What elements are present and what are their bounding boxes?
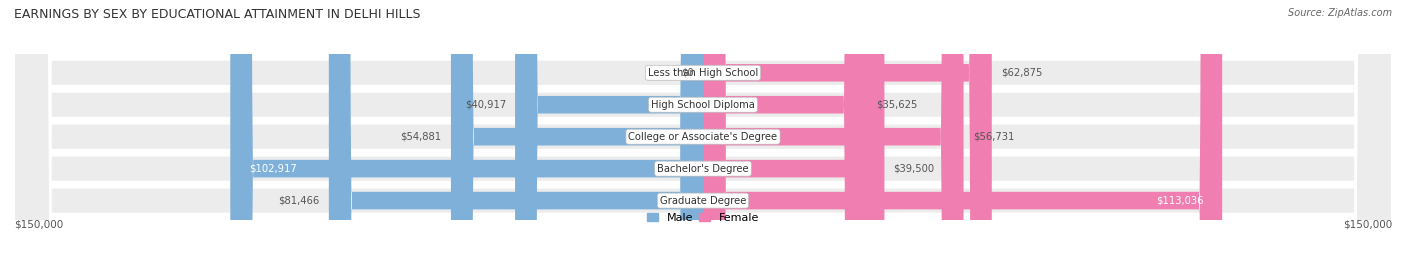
Text: $40,917: $40,917: [464, 100, 506, 110]
Text: Source: ZipAtlas.com: Source: ZipAtlas.com: [1288, 8, 1392, 18]
FancyBboxPatch shape: [703, 0, 991, 268]
Text: $62,875: $62,875: [1001, 68, 1042, 78]
FancyBboxPatch shape: [14, 0, 1392, 268]
Text: Bachelor's Degree: Bachelor's Degree: [657, 164, 749, 174]
Text: $150,000: $150,000: [14, 220, 63, 230]
Text: $0: $0: [681, 68, 693, 78]
FancyBboxPatch shape: [703, 0, 1222, 268]
FancyBboxPatch shape: [14, 0, 1392, 268]
Text: Graduate Degree: Graduate Degree: [659, 196, 747, 206]
FancyBboxPatch shape: [703, 0, 884, 268]
FancyBboxPatch shape: [515, 0, 703, 268]
Text: College or Associate's Degree: College or Associate's Degree: [628, 132, 778, 142]
FancyBboxPatch shape: [231, 0, 703, 268]
Text: High School Diploma: High School Diploma: [651, 100, 755, 110]
Text: EARNINGS BY SEX BY EDUCATIONAL ATTAINMENT IN DELHI HILLS: EARNINGS BY SEX BY EDUCATIONAL ATTAINMEN…: [14, 8, 420, 21]
FancyBboxPatch shape: [14, 0, 1392, 268]
Text: $56,731: $56,731: [973, 132, 1014, 142]
Legend: Male, Female: Male, Female: [643, 209, 763, 228]
Text: Less than High School: Less than High School: [648, 68, 758, 78]
Text: $150,000: $150,000: [1343, 220, 1392, 230]
Text: $102,917: $102,917: [249, 164, 297, 174]
Text: $113,036: $113,036: [1156, 196, 1204, 206]
FancyBboxPatch shape: [14, 0, 1392, 268]
FancyBboxPatch shape: [14, 0, 1392, 268]
Text: $39,500: $39,500: [894, 164, 935, 174]
FancyBboxPatch shape: [451, 0, 703, 268]
FancyBboxPatch shape: [329, 0, 703, 268]
FancyBboxPatch shape: [703, 0, 963, 268]
FancyBboxPatch shape: [703, 0, 866, 268]
Text: $81,466: $81,466: [278, 196, 319, 206]
Text: $54,881: $54,881: [401, 132, 441, 142]
Text: $35,625: $35,625: [876, 100, 917, 110]
